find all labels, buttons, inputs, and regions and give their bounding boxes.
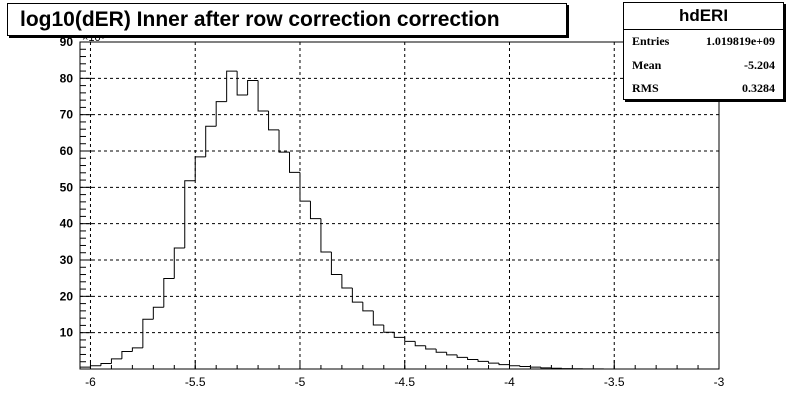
histogram-bin [79,366,91,369]
histogram-bin [278,129,290,153]
histogram-bin [341,274,353,289]
histogram-bin [320,218,332,253]
x-tick-label: -5.5 [185,375,206,389]
stats-label: Mean [632,57,662,72]
y-tick-label: 60 [60,144,74,158]
stats-label: RMS [632,81,659,95]
y-tick-label: 80 [60,71,74,85]
chart-title: log10(dER) Inner after row correction co… [7,3,567,36]
stats-row-mean: Mean -5.204 [624,54,783,78]
stats-row-entries: Entries 1.019819e+09 [624,30,783,54]
histogram-bin [247,80,259,96]
histogram-bin [184,180,196,249]
histogram-bin [414,341,426,347]
histogram-bin [226,70,238,102]
x-tick-label: -3.5 [604,375,625,389]
histogram-bin [477,359,489,362]
histogram-bin [435,349,447,353]
x-tick-label: -6 [85,375,96,389]
histogram-bin [330,252,342,276]
stats-value: 1.019819e+09 [705,34,775,48]
histogram-bin [110,358,122,364]
histogram-bin [404,337,416,342]
y-tick-label: 70 [60,108,74,122]
histogram-bin [351,287,363,303]
histogram-bin [508,364,520,367]
histogram-bin [289,152,300,173]
histogram-bin [142,318,154,348]
histogram-bin [236,71,248,96]
histogram-bin [540,367,552,369]
histogram-bin [372,310,384,326]
histogram-bin [194,156,206,181]
histogram-bin [456,354,468,358]
x-tick-label: -5 [295,375,306,389]
histogram-bin [519,365,531,367]
histogram-bin [498,363,510,366]
histogram-bin [215,101,227,127]
y-tick-label: 30 [60,253,74,267]
histogram-bin [529,366,541,368]
histogram-bin [163,278,175,308]
x-tick-label: -3 [714,375,725,389]
histogram-bin [362,302,374,312]
y-tick-label: 50 [60,180,74,194]
histogram-bin [100,363,112,366]
histogram-bin [121,351,133,359]
plot-frame [79,41,720,370]
histogram-bin [205,125,217,157]
histogram-bins [79,70,615,370]
histogram-bin [309,201,321,220]
stats-label: Entries [632,34,670,48]
histogram-bin [488,361,500,364]
y-tick-label: 90 [60,35,74,49]
stats-value: -5.204 [744,57,775,72]
y-tick-label: 10 [60,326,74,340]
histogram-bin [393,332,405,338]
histogram-bin [268,111,280,131]
histogram-bin [131,347,143,352]
histogram-bin [152,306,164,320]
histogram-bin [89,365,101,368]
y-tick-label: 40 [60,217,74,231]
stats-box: hdERI Entries 1.019819e+09 Mean -5.204 R… [623,2,784,100]
stats-value: 0.3284 [742,81,775,95]
x-tick-label: -4.5 [394,375,415,389]
y-tick-label: 20 [60,289,74,303]
histogram-bin [173,247,185,279]
stats-histogram-name: hdERI [624,3,783,30]
x-tick-label: -4 [504,375,515,389]
histogram-bin [257,80,269,112]
histogram-bin [299,172,311,202]
histogram-bin [425,345,437,350]
stats-row-rms: RMS 0.3284 [624,77,783,101]
histogram-bin [467,357,479,361]
grid-layer [80,42,720,369]
histogram-bin [446,352,458,356]
histogram-bin [383,325,395,333]
